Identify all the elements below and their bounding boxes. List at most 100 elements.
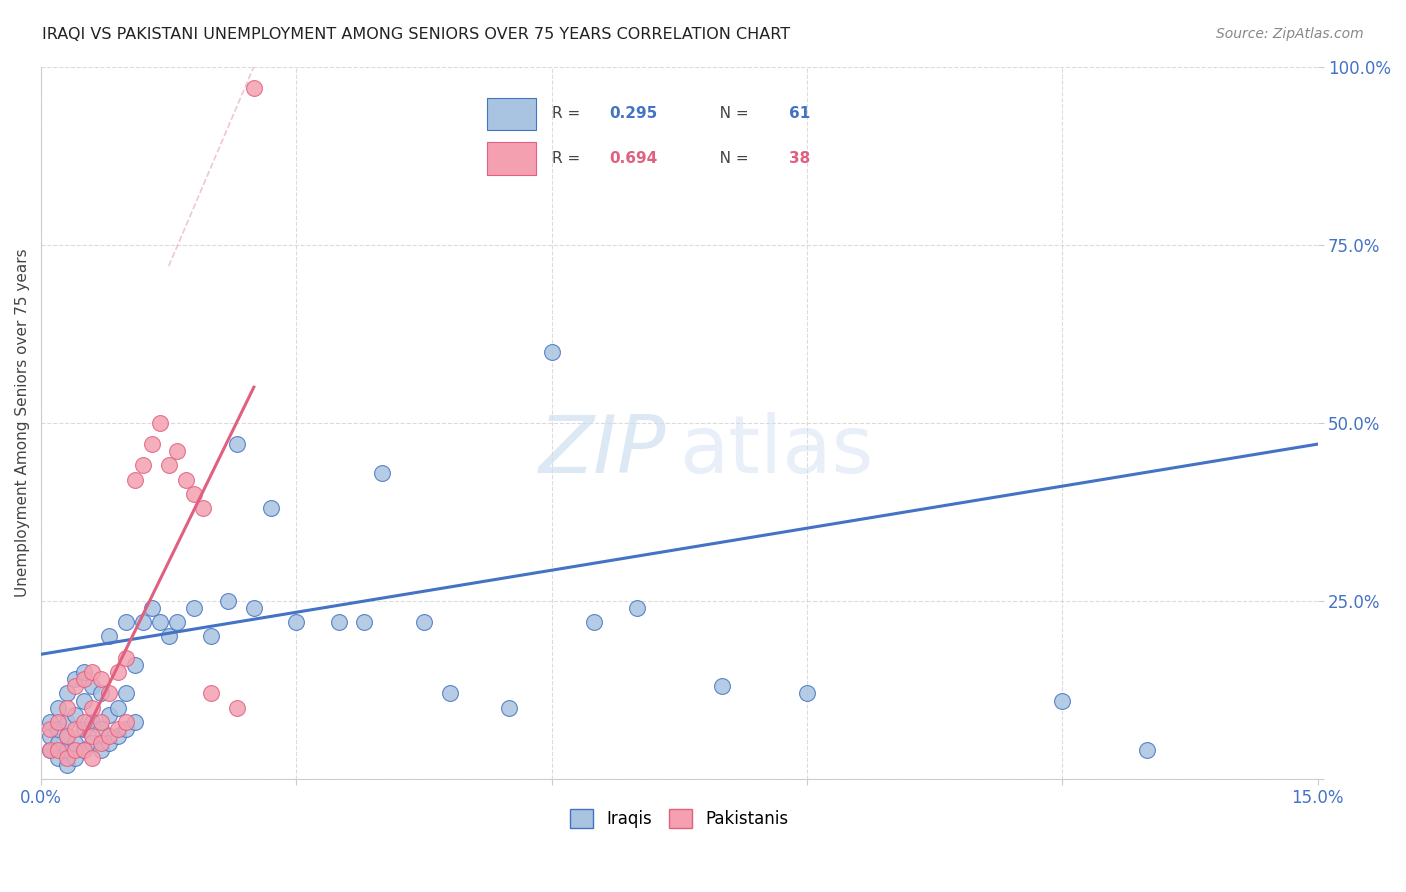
Point <box>73 693 96 707</box>
Text: Source: ZipAtlas.com: Source: ZipAtlas.com <box>1216 27 1364 41</box>
Point <box>583 615 606 630</box>
Point <box>124 657 146 672</box>
Point <box>55 750 77 764</box>
Point <box>149 615 172 630</box>
Point <box>73 722 96 736</box>
Point <box>55 714 77 729</box>
Point <box>107 722 129 736</box>
Text: atlas: atlas <box>679 412 873 491</box>
Point <box>157 630 180 644</box>
Point <box>115 714 138 729</box>
Point <box>90 686 112 700</box>
Point <box>107 700 129 714</box>
Point <box>63 679 86 693</box>
Point <box>82 714 104 729</box>
Point <box>107 665 129 679</box>
Point <box>82 729 104 743</box>
Point <box>200 630 222 644</box>
Point <box>55 757 77 772</box>
Point <box>63 672 86 686</box>
Point <box>63 736 86 750</box>
Point <box>82 750 104 764</box>
Point <box>710 679 733 693</box>
Point <box>124 714 146 729</box>
Point <box>243 601 266 615</box>
Point <box>73 743 96 757</box>
Point <box>132 458 155 473</box>
Point <box>38 729 60 743</box>
Point <box>183 601 205 615</box>
Point <box>370 466 392 480</box>
Point <box>626 601 648 615</box>
Point <box>98 630 121 644</box>
Point <box>38 743 60 757</box>
Point <box>46 736 69 750</box>
Point <box>55 729 77 743</box>
Point <box>90 736 112 750</box>
Point <box>55 686 77 700</box>
Point <box>38 743 60 757</box>
Point <box>243 81 266 95</box>
Point <box>183 487 205 501</box>
Point <box>63 722 86 736</box>
Point <box>55 743 77 757</box>
Point <box>55 729 77 743</box>
Point <box>413 615 436 630</box>
Point <box>90 672 112 686</box>
Point <box>55 700 77 714</box>
Point <box>90 743 112 757</box>
Point <box>157 458 180 473</box>
Point <box>63 707 86 722</box>
Point <box>166 615 188 630</box>
Point <box>115 722 138 736</box>
Point <box>141 601 163 615</box>
Point <box>540 344 562 359</box>
Text: IRAQI VS PAKISTANI UNEMPLOYMENT AMONG SENIORS OVER 75 YEARS CORRELATION CHART: IRAQI VS PAKISTANI UNEMPLOYMENT AMONG SE… <box>42 27 790 42</box>
Point <box>82 736 104 750</box>
Point <box>1052 693 1074 707</box>
Point <box>46 743 69 757</box>
Point <box>46 714 69 729</box>
Point <box>115 615 138 630</box>
Point <box>141 437 163 451</box>
Point <box>285 615 308 630</box>
Point <box>260 501 283 516</box>
Point <box>225 437 247 451</box>
Point <box>107 729 129 743</box>
Point <box>217 594 239 608</box>
Y-axis label: Unemployment Among Seniors over 75 years: Unemployment Among Seniors over 75 years <box>15 249 30 597</box>
Point <box>90 714 112 729</box>
Point <box>73 665 96 679</box>
Point <box>328 615 350 630</box>
Point <box>115 650 138 665</box>
Point <box>98 686 121 700</box>
Point <box>82 700 104 714</box>
Point <box>796 686 818 700</box>
Point <box>498 700 520 714</box>
Point <box>98 729 121 743</box>
Point <box>46 750 69 764</box>
Point <box>63 743 86 757</box>
Point <box>1136 743 1159 757</box>
Point <box>132 615 155 630</box>
Point <box>38 714 60 729</box>
Point <box>82 679 104 693</box>
Point <box>353 615 375 630</box>
Point <box>46 700 69 714</box>
Point <box>124 473 146 487</box>
Point <box>200 686 222 700</box>
Point <box>38 722 60 736</box>
Point <box>73 714 96 729</box>
Point <box>46 722 69 736</box>
Point <box>149 416 172 430</box>
Point <box>225 700 247 714</box>
Point <box>73 672 96 686</box>
Point <box>174 473 197 487</box>
Point <box>166 444 188 458</box>
Text: ZIP: ZIP <box>540 412 666 491</box>
Point <box>191 501 214 516</box>
Point <box>73 743 96 757</box>
Point <box>115 686 138 700</box>
Point <box>98 736 121 750</box>
Legend: Iraqis, Pakistanis: Iraqis, Pakistanis <box>564 802 796 835</box>
